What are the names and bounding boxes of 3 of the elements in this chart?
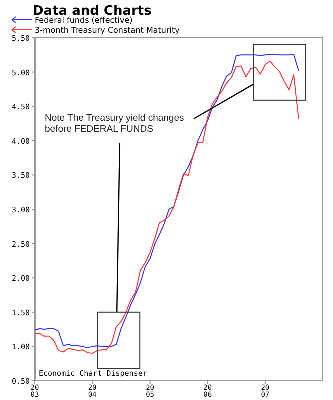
legend-label: Federal funds (effective) [35,16,133,25]
legend-label: 3-month Treasury Constant Maturity [35,26,180,35]
annotation: Note The Treasury yield changes before FEDERAL FUNDS [45,113,184,135]
